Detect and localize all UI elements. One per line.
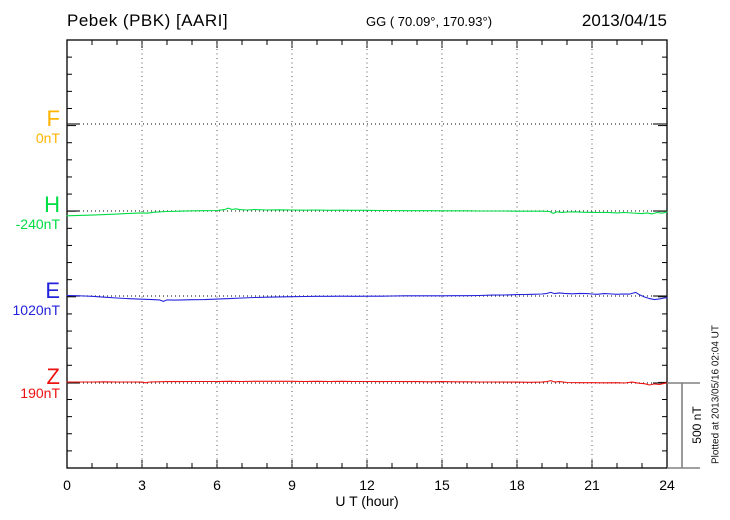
x-tick-label-18: 18 [509,477,525,493]
station-title: Pebek (PBK) [AARI] [67,11,229,30]
x-tick-label-21: 21 [584,477,600,493]
x-tick-label-24: 24 [659,477,675,493]
series-baseline-e: 1020nT [12,302,60,318]
series-baseline-f: 0nT [35,130,60,146]
trace-Z [66,380,668,386]
trace-E [66,291,668,302]
x-tick-label-15: 15 [434,477,450,493]
x-tick-label-0: 0 [63,477,71,493]
series-label-f: F [46,106,60,131]
series-label-z: Z [46,364,60,389]
plotted-at-watermark: Plotted at 2013/05/16 02:04 UT [710,325,722,464]
x-tick-label-9: 9 [288,477,296,493]
x-axis-label: U T (hour) [335,493,399,509]
trace-H [66,207,668,217]
geographic-coordinates: GG ( 70.09°, 170.93°) [366,14,493,29]
series-baseline-z: 190nT [20,385,60,401]
plot-date: 2013/04/15 [581,11,667,30]
x-tick-label-3: 3 [138,477,146,493]
plot-frame [66,39,668,469]
series-label-h: H [44,192,60,217]
series-label-e: E [45,278,60,303]
series-baseline-h: -240nT [15,216,60,232]
scale-bar-label: 500 nT [690,406,704,444]
x-tick-label-12: 12 [359,477,375,493]
x-tick-label-6: 6 [213,477,221,493]
